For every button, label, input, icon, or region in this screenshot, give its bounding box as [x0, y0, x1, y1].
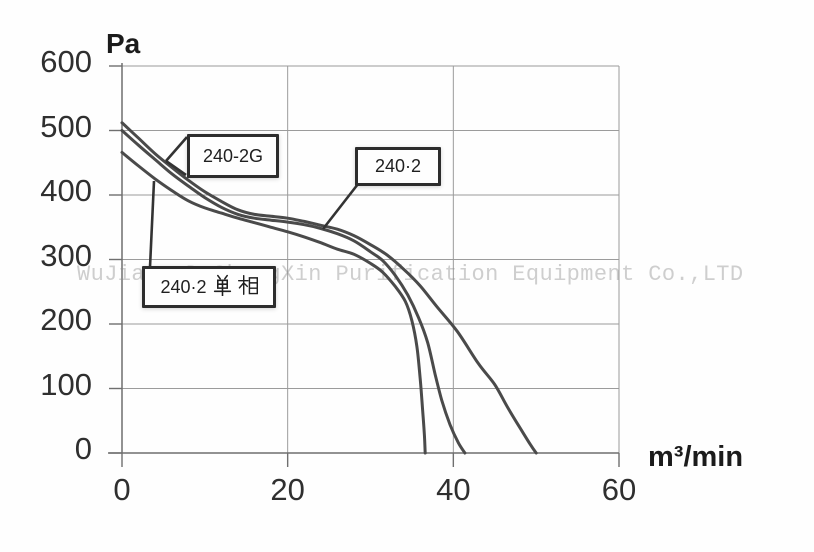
y-tick-label-200: 200 [40, 302, 92, 337]
label-box-240-2-single-phase: 240·2 [142, 266, 276, 308]
leader-line-240-2 [321, 183, 360, 230]
x-tick-label-40: 40 [436, 472, 471, 507]
y-tick-label-500: 500 [40, 108, 92, 144]
leader-line-240-2G [165, 159, 187, 177]
label-box-240-2G: 240-2G [187, 134, 279, 178]
curve-240-2 [120, 129, 467, 455]
label-text-240-2: 240·2 [374, 156, 422, 176]
y-axis-unit-label: Pa [106, 28, 141, 59]
leader-line-240-2G [165, 136, 188, 162]
x-axis-unit-label: m³/min [648, 441, 744, 473]
label-text-240-2G: 240-2G [202, 145, 264, 166]
y-tick-label-0: 0 [74, 431, 92, 466]
label-box-240-2: 240·2 [355, 147, 441, 186]
x-tick-label-60: 60 [601, 472, 637, 507]
y-tick-label-100: 100 [40, 366, 92, 402]
y-tick-label-600: 600 [40, 44, 92, 79]
x-tick-label-20: 20 [270, 472, 305, 507]
cjk-glyph-xiang-icon [237, 274, 258, 301]
curve-240-2G [120, 121, 538, 455]
y-tick-label-300: 300 [40, 237, 92, 273]
label-text-240-2-prefix: 240·2 [160, 276, 207, 297]
y-tick-label-400: 400 [40, 173, 92, 208]
cjk-glyph-dan-icon [213, 274, 232, 301]
curve-240-2-single-phase [120, 150, 427, 455]
leader-line-240-2-single-phase [148, 180, 156, 268]
x-tick-label-0: 0 [113, 472, 131, 507]
